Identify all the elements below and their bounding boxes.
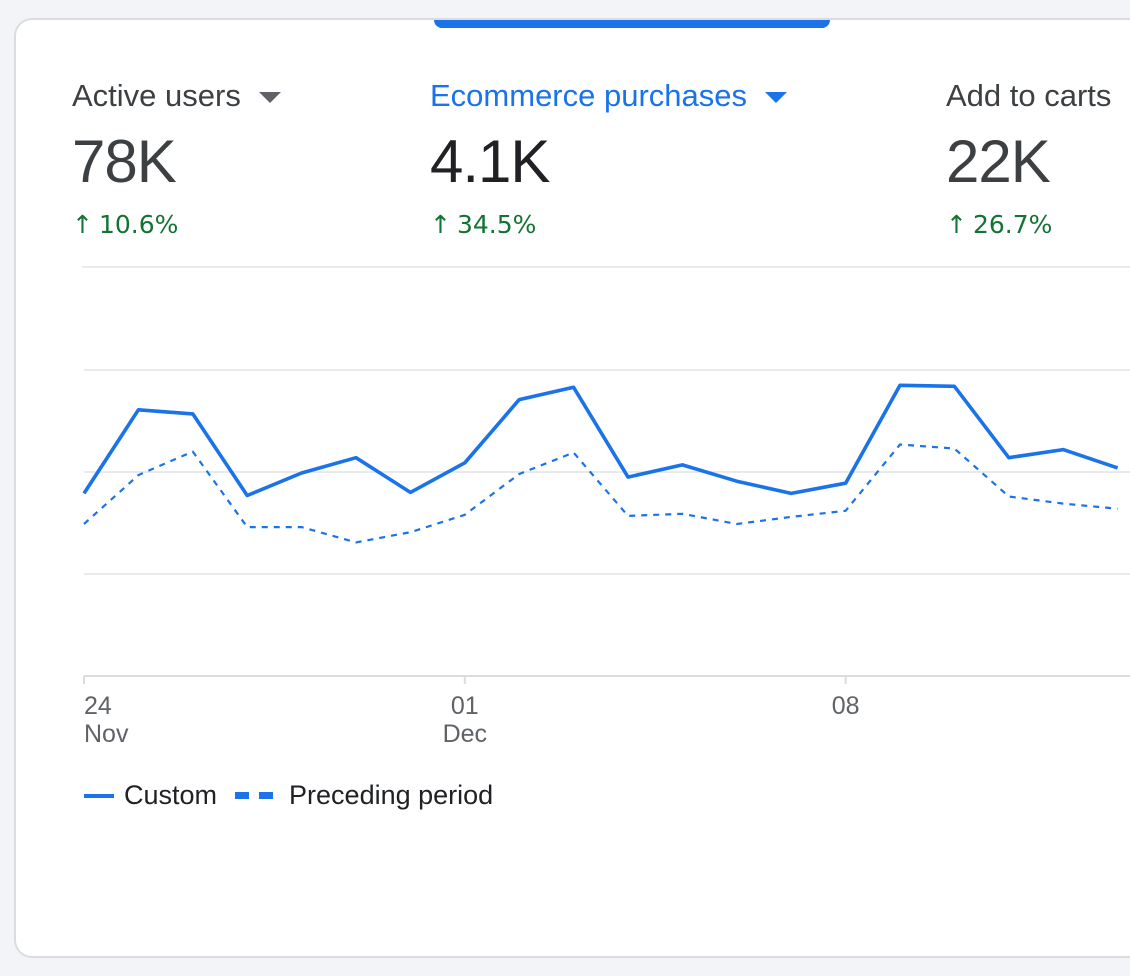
x-tick-label-day: 24 [84,692,112,720]
arrow-up-icon: ↑ [946,210,967,239]
selected-tab-indicator [434,20,830,28]
metric-label: Ecommerce purchases [430,78,748,113]
metric-delta-value: 26.7% [972,210,1053,239]
x-tick-label-month: Dec [443,720,487,748]
caret-down-icon[interactable] [765,91,788,103]
metric-label: Add to carts [946,78,1112,113]
x-tick-label-month: Nov [84,720,129,748]
chart-legend: Custom Preceding period [84,780,493,811]
metric-delta: ↑ 34.5% [430,210,787,239]
metric-value: 78K [72,128,177,195]
legend-solid-swatch [84,793,114,798]
arrow-up-icon: ↑ [72,210,93,239]
metrics-card: Active users 78K ↑ 10.6% Ecommerce purch… [14,18,1130,958]
metric-label-row: Ecommerce purchases [430,74,788,118]
x-tick-label-day: 01 [451,692,479,720]
metric-tab-ecommerce-purchases[interactable]: Ecommerce purchases 4.1K ↑ 34.5% [430,74,788,239]
metric-label-row: Add to carts [946,74,1111,118]
x-tick-label-day: 08 [832,692,860,720]
metric-value: 22K [946,128,1051,195]
metric-delta: ↑ 10.6% [72,210,281,239]
metric-value: 4.1K [430,128,550,195]
metric-delta: ↑ 26.7% [946,210,1111,239]
metric-tab-active-users[interactable]: Active users 78K ↑ 10.6% [72,74,281,239]
metric-label-row: Active users [72,74,281,118]
legend-dashed-swatch [235,792,276,799]
metric-label: Active users [72,78,241,113]
header-divider [82,266,1130,268]
metric-delta-value: 34.5% [456,210,537,239]
arrow-up-icon: ↑ [430,210,451,239]
series-line-custom [82,383,1119,498]
series-line-preceding [83,443,1118,544]
caret-down-icon[interactable] [258,91,281,103]
legend-preceding-label: Preceding period [289,780,494,810]
metric-delta-value: 10.6% [98,210,179,239]
legend-custom-label: Custom [124,780,218,810]
metric-tab-add-to-carts[interactable]: Add to carts 22K ↑ 26.7% [946,74,1111,239]
